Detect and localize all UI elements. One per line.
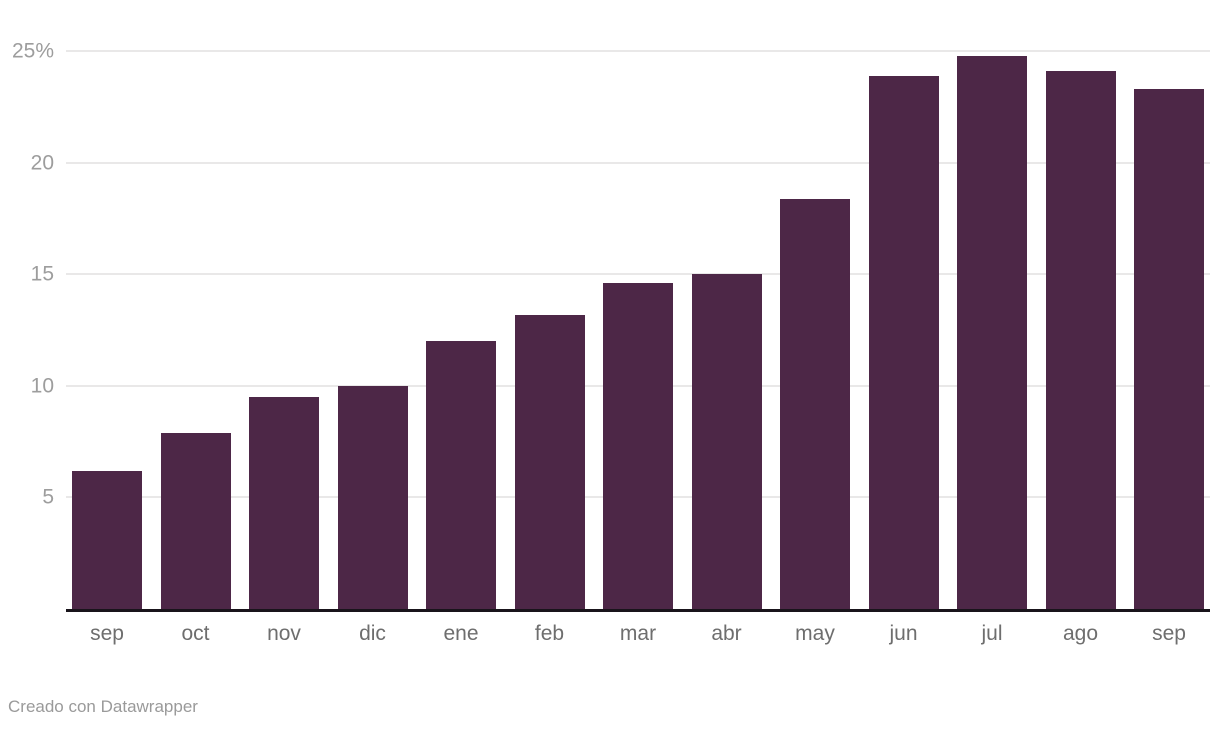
bar-mar-6[interactable] bbox=[603, 283, 673, 609]
bar-may-8[interactable] bbox=[780, 198, 850, 609]
datawrapper-credit-link[interactable]: Creado con Datawrapper bbox=[8, 697, 198, 716]
y-axis-label-5: 5 bbox=[42, 485, 54, 509]
y-axis-label-25: 25% bbox=[11, 39, 54, 63]
x-axis-label-oct-1: oct bbox=[181, 622, 210, 645]
y-axis-label-20: 20 bbox=[30, 151, 54, 175]
x-axis: sep oct nov dic ene feb mar abr may jun jul ago sep bbox=[66, 621, 1210, 646]
bar-ene-4[interactable] bbox=[426, 341, 496, 609]
x-axis-label-nov-2: nov bbox=[267, 622, 301, 645]
x-axis-label-may-8: may bbox=[795, 622, 835, 645]
bar-nov-2[interactable] bbox=[249, 397, 319, 609]
gridline-20 bbox=[66, 161, 1210, 164]
x-axis-label-jun-9: jun bbox=[889, 622, 918, 645]
y-axis-label-10: 10 bbox=[30, 374, 54, 398]
x-axis-line bbox=[66, 609, 1210, 612]
x-axis-label-ene-4: ene bbox=[443, 622, 479, 645]
x-axis-label-dic-3: dic bbox=[359, 622, 386, 645]
y-axis-label-15: 15 bbox=[30, 262, 54, 286]
plot-area bbox=[66, 0, 1210, 609]
y-axis: 5 10 15 20 25% bbox=[0, 0, 58, 609]
x-axis-label-sep-12: sep bbox=[1152, 622, 1186, 645]
bar-sep-12[interactable] bbox=[1134, 89, 1204, 609]
x-axis-label-ago-11: ago bbox=[1062, 622, 1099, 645]
bar-dic-3[interactable] bbox=[337, 385, 408, 609]
bar-jun-9[interactable] bbox=[868, 75, 939, 609]
x-axis-label-mar-6: mar bbox=[619, 622, 657, 645]
bar-oct-1[interactable] bbox=[160, 432, 231, 609]
gridline-15 bbox=[66, 273, 1210, 276]
x-axis-label-abr-7: abr bbox=[711, 622, 742, 645]
gridline-25 bbox=[66, 50, 1210, 53]
bar-ago-11[interactable] bbox=[1045, 71, 1116, 609]
bar-series bbox=[66, 0, 1210, 609]
bar-abr-7[interactable] bbox=[691, 274, 762, 609]
x-axis-label-feb-5: feb bbox=[534, 622, 565, 645]
x-axis-label-sep-0: sep bbox=[90, 622, 124, 645]
bar-feb-5[interactable] bbox=[514, 314, 585, 609]
bar-sep-0[interactable] bbox=[72, 470, 142, 609]
x-axis-label-jul-10: jul bbox=[981, 622, 1003, 645]
bar-jul-10[interactable] bbox=[957, 55, 1027, 609]
